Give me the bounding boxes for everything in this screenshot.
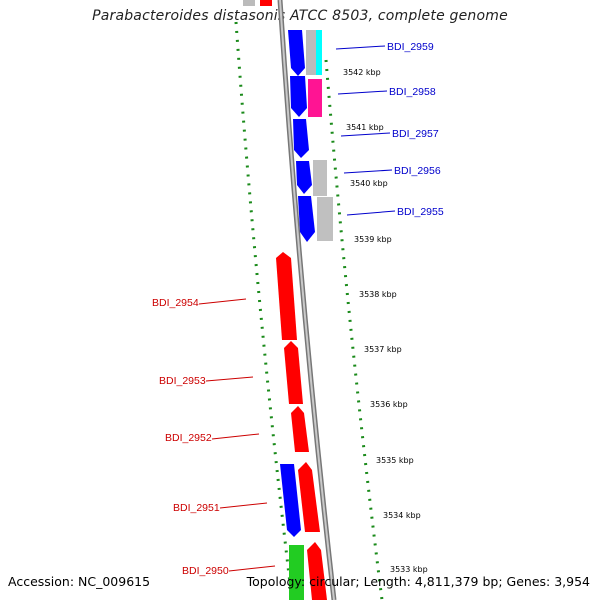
connector-bdi-2958: [337, 90, 388, 95]
feature-pink-rna: [308, 79, 322, 117]
gene-bdi-2955[interactable]: [298, 196, 315, 242]
gene-bdi-2950[interactable]: [289, 545, 304, 600]
connector-bdi-2953: [205, 376, 254, 382]
tick-label-3538: 3538 kbp: [359, 290, 397, 299]
label-bdi-2951[interactable]: BDI_2951: [173, 502, 220, 514]
gene-bdi-2959[interactable]: [288, 30, 305, 76]
accession-label: Accession: NC_009615: [8, 574, 151, 589]
gene-red-bottom: [307, 542, 327, 600]
feature-gray-top: [306, 30, 316, 75]
connector-bdi-2955: [346, 210, 396, 216]
connector-bdi-2950: [228, 565, 276, 572]
tick-label-3534: 3534 kbp: [383, 511, 421, 520]
gene-red-lower: [298, 462, 320, 532]
tick-label-3539: 3539 kbp: [354, 235, 392, 244]
gene-bdi-2958[interactable]: [290, 76, 307, 117]
left-dotted-track: [234, 21, 294, 600]
gene-bdi-2951[interactable]: [280, 464, 301, 537]
tick-label-3533: 3533 kbp: [390, 565, 428, 574]
label-bdi-2953[interactable]: BDI_2953: [159, 375, 206, 387]
label-bdi-2954[interactable]: BDI_2954: [152, 297, 199, 309]
connector-bdi-2956: [343, 169, 393, 174]
label-bdi-2958[interactable]: BDI_2958: [389, 86, 436, 98]
connector-bdi-2954: [198, 298, 247, 305]
connector-bdi-2951: [219, 502, 268, 509]
label-bdi-2952[interactable]: BDI_2952: [165, 432, 212, 444]
label-bdi-2957[interactable]: BDI_2957: [392, 128, 439, 140]
label-bdi-2956[interactable]: BDI_2956: [394, 165, 441, 177]
label-bdi-2959[interactable]: BDI_2959: [387, 41, 434, 53]
feature-gray-2955: [317, 197, 333, 241]
gene-bdi-2956[interactable]: [296, 161, 312, 194]
tick-label-3540: 3540 kbp: [350, 179, 388, 188]
genome-backbone-highlight: [279, 0, 335, 600]
gene-bdi-2957[interactable]: [293, 119, 309, 158]
map-title: Parabacteroides distasonis ATCC 8503, co…: [92, 8, 508, 24]
tick-label-3541: 3541 kbp: [346, 123, 384, 132]
tick-label-3535: 3535 kbp: [376, 456, 414, 465]
feature-gray-2956: [313, 160, 327, 196]
tick-label-3542: 3542 kbp: [343, 68, 381, 77]
gene-bdi-2954[interactable]: [276, 252, 297, 340]
tick-label-3536: 3536 kbp: [370, 400, 408, 409]
label-bdi-2955[interactable]: BDI_2955: [397, 206, 444, 218]
connector-bdi-2957: [340, 132, 391, 137]
feature-cyan: [316, 30, 322, 75]
right-dotted-track: [324, 59, 384, 600]
label-bdi-2950[interactable]: BDI_2950: [182, 565, 229, 577]
connector-bdi-2952: [211, 433, 260, 440]
gene-stub-gray: [243, 0, 255, 6]
gene-stub-red: [260, 0, 272, 6]
topology-label: Topology: circular; Length: 4,811,379 bp…: [246, 574, 590, 589]
gene-bdi-2952[interactable]: [291, 406, 309, 452]
gene-bdi-2953[interactable]: [284, 341, 303, 404]
connector-bdi-2959: [335, 45, 386, 50]
tick-label-3537: 3537 kbp: [364, 345, 402, 354]
